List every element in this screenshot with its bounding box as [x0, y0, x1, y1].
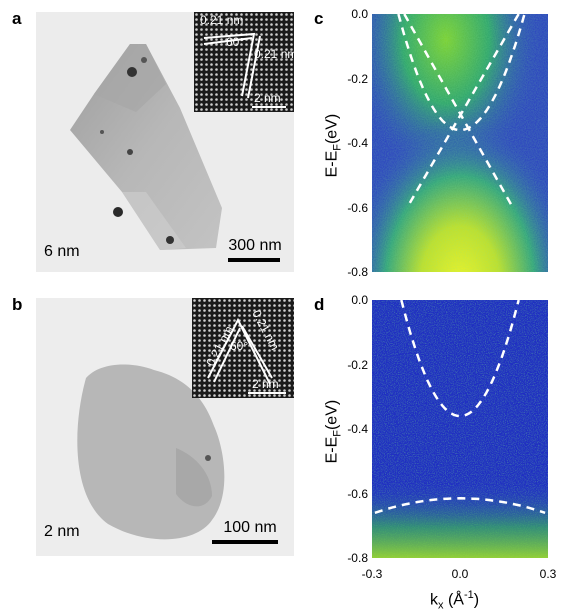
y-tick-d-4: -0.8 [347, 551, 368, 565]
lattice-spacing-a-2: 0.21 nm [254, 47, 298, 61]
arpes-d-svg [372, 300, 548, 558]
y-tick-c-1: -0.2 [347, 71, 368, 86]
inset-scalebar-label-b: 2 nm [252, 377, 279, 391]
scalebar-a [228, 258, 280, 262]
panel-label-b: b [12, 295, 23, 314]
dispersion-guides-d [374, 300, 546, 514]
x-tick-d-2: 0.3 [539, 567, 557, 581]
inset-scalebar-b [248, 392, 286, 394]
scalebar-label-a: 300 nm [228, 237, 282, 254]
lattice-a-graphic [194, 12, 294, 112]
lattice-angle-a: 60° [226, 35, 245, 49]
lattice-spacing-a-1: 0.21 nm [200, 13, 244, 27]
y-tick-c-3: -0.6 [347, 200, 368, 215]
hrtem-inset-b [192, 298, 294, 398]
x-tick-d-0: -0.3 [361, 567, 383, 581]
scalebar-b [212, 540, 278, 544]
y-axis-label-c: E-EF(eV) [323, 113, 344, 178]
y-tick-d-3: -0.6 [347, 486, 368, 501]
hrtem-inset-a [194, 12, 294, 112]
panel-label-d: d [314, 295, 325, 314]
panel-label-c: c [314, 9, 324, 28]
lattice-angle-b: 60° [230, 339, 249, 353]
flake-a-graphic [70, 44, 222, 250]
flake-b-graphic [77, 364, 225, 540]
arpes-plot-d [372, 300, 548, 558]
dispersion-guides-c [397, 14, 526, 209]
y-tick-d-2: -0.4 [347, 422, 368, 436]
inset-scalebar-label-a: 2 nm [254, 91, 281, 105]
x-axis-label-d: kx (Å-1) [430, 589, 480, 612]
scalebar-label-b: 100 nm [223, 519, 277, 536]
y-tick-c-0: 0.0 [351, 7, 368, 21]
y-axis-label-d: E-EF(eV) [323, 399, 344, 464]
x-tick-d-1: 0.0 [451, 567, 469, 581]
y-tick-c-2: -0.4 [347, 136, 368, 150]
thickness-label-b: 2 nm [44, 523, 80, 540]
arpes-c-svg [372, 14, 548, 272]
arpes-plot-c [372, 14, 548, 272]
y-tick-d-1: -0.2 [347, 357, 368, 372]
inset-scalebar-a [252, 106, 286, 108]
lattice-b-graphic [192, 298, 294, 398]
guide-curve-d-0 [400, 300, 520, 418]
guide-curve-c-1 [403, 14, 514, 209]
y-tick-c-4: -0.8 [347, 265, 368, 279]
y-tick-d-0: 0.0 [351, 293, 368, 307]
panel-label-a: a [12, 9, 22, 28]
guide-curve-d-1 [374, 497, 546, 514]
guide-curve-c-2 [406, 14, 520, 209]
thickness-label-a: 6 nm [44, 243, 80, 260]
